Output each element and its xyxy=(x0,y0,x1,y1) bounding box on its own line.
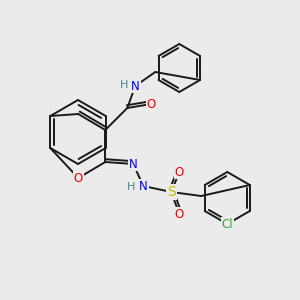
Text: S: S xyxy=(167,185,176,199)
Text: O: O xyxy=(175,208,184,220)
Text: N: N xyxy=(129,158,138,170)
Text: H: H xyxy=(127,182,136,192)
Text: O: O xyxy=(175,166,184,178)
Text: N: N xyxy=(139,179,148,193)
Text: Cl: Cl xyxy=(221,218,233,230)
Text: N: N xyxy=(131,80,140,92)
Text: O: O xyxy=(147,98,156,110)
Text: H: H xyxy=(120,80,128,90)
Text: O: O xyxy=(74,172,83,184)
